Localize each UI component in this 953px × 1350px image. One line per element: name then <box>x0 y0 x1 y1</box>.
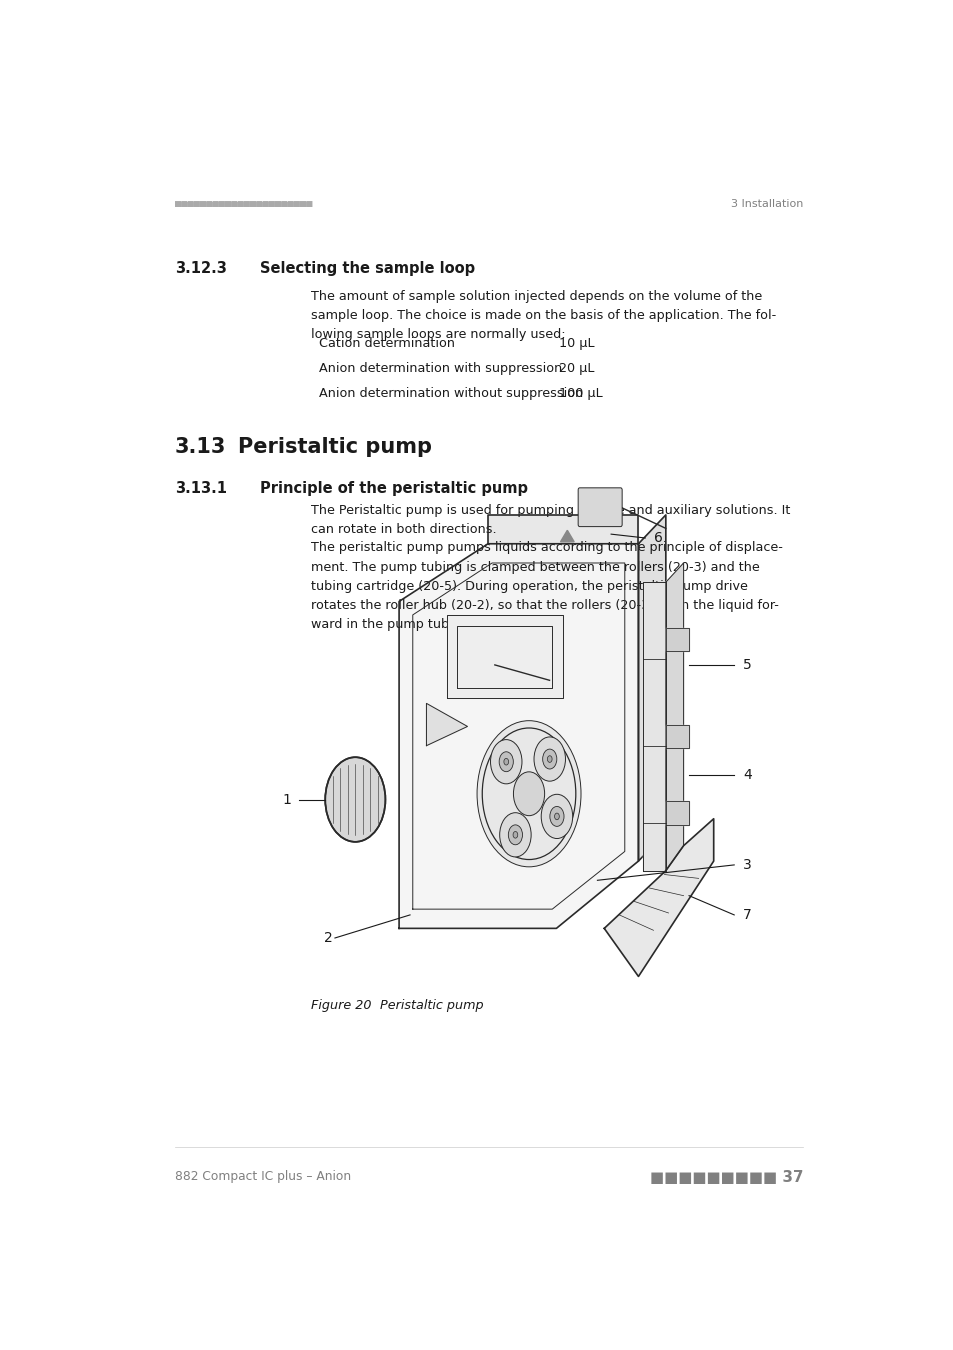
Polygon shape <box>560 531 574 541</box>
Text: 10 μL: 10 μL <box>558 336 594 350</box>
Circle shape <box>490 740 521 784</box>
Polygon shape <box>603 818 713 976</box>
Text: Figure 20: Figure 20 <box>311 999 372 1011</box>
Circle shape <box>325 757 385 842</box>
Polygon shape <box>642 582 665 871</box>
Circle shape <box>547 756 552 763</box>
Text: The amount of sample solution injected depends on the volume of the: The amount of sample solution injected d… <box>311 290 762 302</box>
Circle shape <box>513 832 517 838</box>
Text: ward in the pump tubing.: ward in the pump tubing. <box>311 618 473 632</box>
Polygon shape <box>665 802 688 825</box>
Circle shape <box>499 813 531 857</box>
Text: ment. The pump tubing is clamped between the rollers (20-3) and the: ment. The pump tubing is clamped between… <box>311 560 760 574</box>
Text: 5: 5 <box>742 657 751 672</box>
Text: 4: 4 <box>742 768 751 782</box>
Text: tubing cartridge (20-5). During operation, the peristaltic pump drive: tubing cartridge (20-5). During operatio… <box>311 580 747 593</box>
Text: Anion determination with suppression: Anion determination with suppression <box>318 362 561 374</box>
Text: can rotate in both directions.: can rotate in both directions. <box>311 524 497 536</box>
Circle shape <box>534 737 565 782</box>
Text: sample loop. The choice is made on the basis of the application. The fol-: sample loop. The choice is made on the b… <box>311 309 776 323</box>
Circle shape <box>540 794 572 838</box>
Text: ■■■■■■■■■ 37: ■■■■■■■■■ 37 <box>649 1170 802 1185</box>
Text: 7: 7 <box>742 909 751 922</box>
Circle shape <box>498 752 513 772</box>
Polygon shape <box>638 514 665 861</box>
Polygon shape <box>426 703 467 745</box>
Circle shape <box>542 749 557 770</box>
Text: The peristaltic pump pumps liquids according to the principle of displace-: The peristaltic pump pumps liquids accor… <box>311 541 782 555</box>
Polygon shape <box>488 514 638 544</box>
Text: 2: 2 <box>323 931 333 945</box>
Text: lowing sample loops are normally used:: lowing sample loops are normally used: <box>311 328 565 342</box>
Text: Cation determination: Cation determination <box>318 336 455 350</box>
Text: 3 Installation: 3 Installation <box>730 200 802 209</box>
Polygon shape <box>398 544 638 929</box>
Text: 3: 3 <box>742 857 751 872</box>
Circle shape <box>554 813 558 819</box>
Text: Peristaltic pump: Peristaltic pump <box>379 999 482 1011</box>
FancyBboxPatch shape <box>578 487 621 526</box>
Circle shape <box>476 721 580 867</box>
Text: 1: 1 <box>282 792 292 806</box>
Circle shape <box>508 825 522 845</box>
Polygon shape <box>665 563 683 871</box>
Text: 882 Compact IC plus – Anion: 882 Compact IC plus – Anion <box>174 1170 351 1184</box>
Circle shape <box>503 759 508 765</box>
Text: Anion determination without suppression: Anion determination without suppression <box>318 386 582 400</box>
Text: The Peristaltic pump is used for pumping sample and auxiliary solutions. It: The Peristaltic pump is used for pumping… <box>311 504 790 517</box>
Circle shape <box>513 772 544 815</box>
Circle shape <box>549 806 563 826</box>
Text: 6: 6 <box>654 531 662 545</box>
Text: Selecting the sample loop: Selecting the sample loop <box>259 261 475 275</box>
Polygon shape <box>665 725 688 748</box>
Text: 3.13.1: 3.13.1 <box>174 481 227 497</box>
Text: 100 μL: 100 μL <box>558 386 602 400</box>
Text: rotates the roller hub (20-2), so that the rollers (20-3) push the liquid for-: rotates the roller hub (20-2), so that t… <box>311 599 779 612</box>
Text: 3.13: 3.13 <box>174 437 226 458</box>
Text: 3.12.3: 3.12.3 <box>174 261 227 275</box>
Text: Principle of the peristaltic pump: Principle of the peristaltic pump <box>259 481 527 497</box>
Text: ■■■■■■■■■■■■■■■■■■■■■■: ■■■■■■■■■■■■■■■■■■■■■■ <box>174 200 312 209</box>
Polygon shape <box>665 628 688 652</box>
Text: Peristaltic pump: Peristaltic pump <box>237 437 431 458</box>
Polygon shape <box>447 614 562 698</box>
Text: 20 μL: 20 μL <box>558 362 594 374</box>
